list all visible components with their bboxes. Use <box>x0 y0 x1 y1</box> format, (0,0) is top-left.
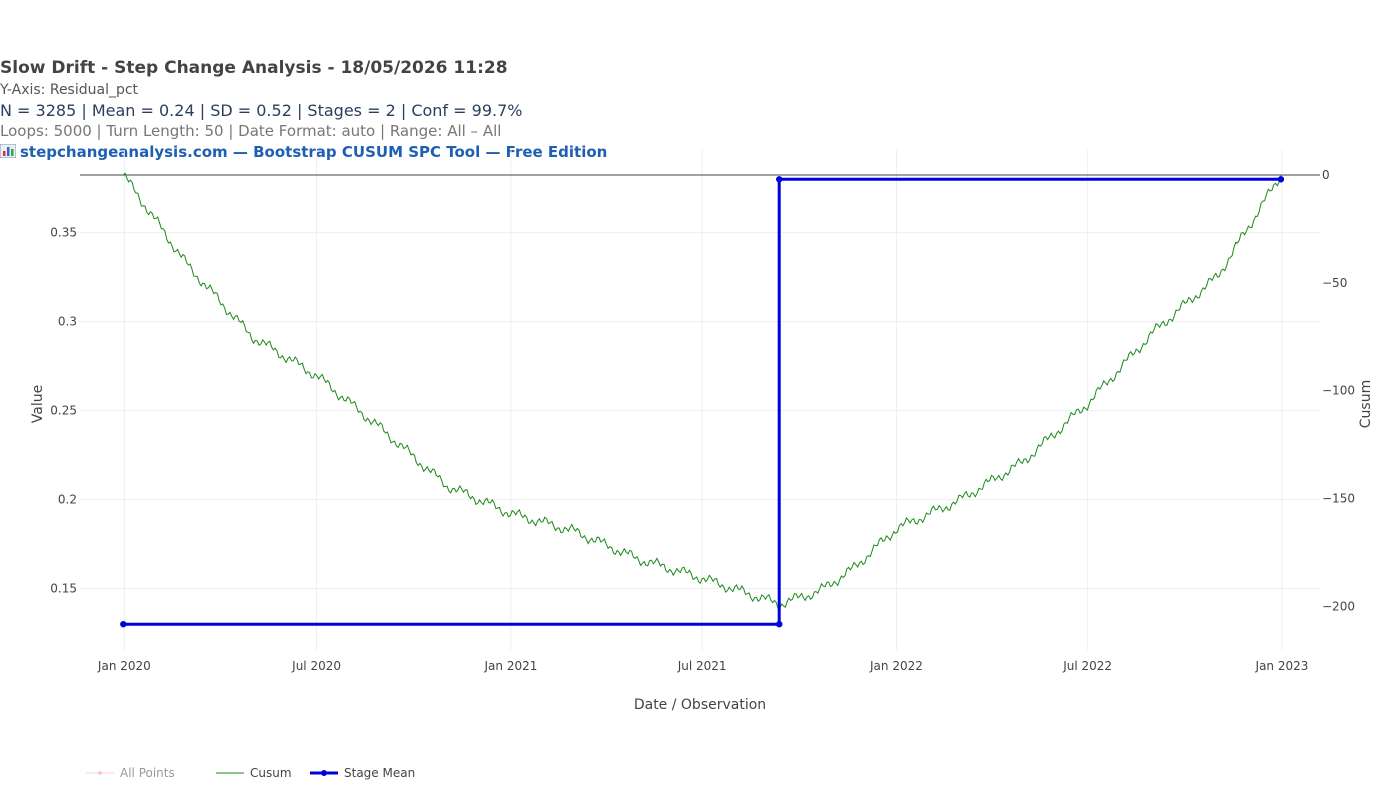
chart-title: Slow Drift - Step Change Analysis - 18/0… <box>0 58 508 78</box>
stage-mean-point[interactable] <box>776 176 783 183</box>
x-tick-label: Jul 2022 <box>1062 659 1112 673</box>
stage-mean-point[interactable] <box>1277 176 1285 183</box>
legend-marker <box>98 771 102 775</box>
x-tick-label: Jan 2021 <box>484 659 538 673</box>
y2-tick-label: −50 <box>1322 276 1347 290</box>
y2-tick-label: −150 <box>1322 491 1355 505</box>
x-tick-label: Jan 2020 <box>97 659 151 673</box>
y-axis-ticks: 0.15 0.2 0.25 0.3 0.35 <box>50 226 77 596</box>
stage-mean-point[interactable] <box>776 620 783 628</box>
stage-mean-line <box>123 177 1281 626</box>
y2-axis-ticks: 0 −50 −100 −150 −200 <box>1322 168 1355 613</box>
legend[interactable]: All Points Cusum Stage Mean <box>86 766 415 780</box>
legend-label: Stage Mean <box>344 766 415 780</box>
x-axis-label: Date / Observation <box>634 697 766 713</box>
grid-lines <box>80 150 1320 650</box>
legend-marker <box>321 770 327 776</box>
y2-tick-label: −100 <box>1322 384 1355 398</box>
yaxis-subtitle: Y-Axis: Residual_pct <box>0 82 139 98</box>
x-axis-ticks: Jan 2020 Jul 2020 Jan 2021 Jul 2021 Jan 2022… <box>97 659 1308 673</box>
bar-chart-icon <box>0 144 16 158</box>
y-tick-label: 0.15 <box>50 582 77 596</box>
brand-line[interactable]: stepchangeanalysis.com — Bootstrap CUSUM… <box>0 143 607 161</box>
legend-item-cusum[interactable]: Cusum <box>216 766 292 780</box>
legend-item-all-points[interactable]: All Points <box>86 766 175 780</box>
x-tick-label: Jan 2022 <box>869 659 923 673</box>
y2-tick-label: 0 <box>1322 168 1330 182</box>
legend-item-stage-mean[interactable]: Stage Mean <box>310 766 415 780</box>
x-tick-label: Jul 2020 <box>291 659 341 673</box>
cusum-line <box>122 172 1282 610</box>
params-line: Loops: 5000 | Turn Length: 50 | Date For… <box>0 122 502 140</box>
legend-label: All Points <box>120 766 175 780</box>
y2-tick-label: −200 <box>1322 599 1355 613</box>
y2-axis-label: Cusum <box>1358 380 1374 428</box>
x-tick-label: Jan 2023 <box>1255 659 1309 673</box>
y-tick-label: 0.25 <box>50 404 77 418</box>
stage-mean-point[interactable] <box>120 620 127 628</box>
x-tick-label: Jul 2021 <box>677 659 727 673</box>
y-tick-label: 0.35 <box>50 226 77 240</box>
y-tick-label: 0.2 <box>58 493 77 507</box>
legend-label: Cusum <box>250 766 292 780</box>
y-axis-label: Value <box>30 385 46 423</box>
brand-link-text[interactable]: stepchangeanalysis.com — Bootstrap CUSUM… <box>20 143 608 161</box>
series-layer <box>120 172 1285 628</box>
y-tick-label: 0.3 <box>58 315 77 329</box>
stats-line: N = 3285 | Mean = 0.24 | SD = 0.52 | Sta… <box>0 101 523 120</box>
